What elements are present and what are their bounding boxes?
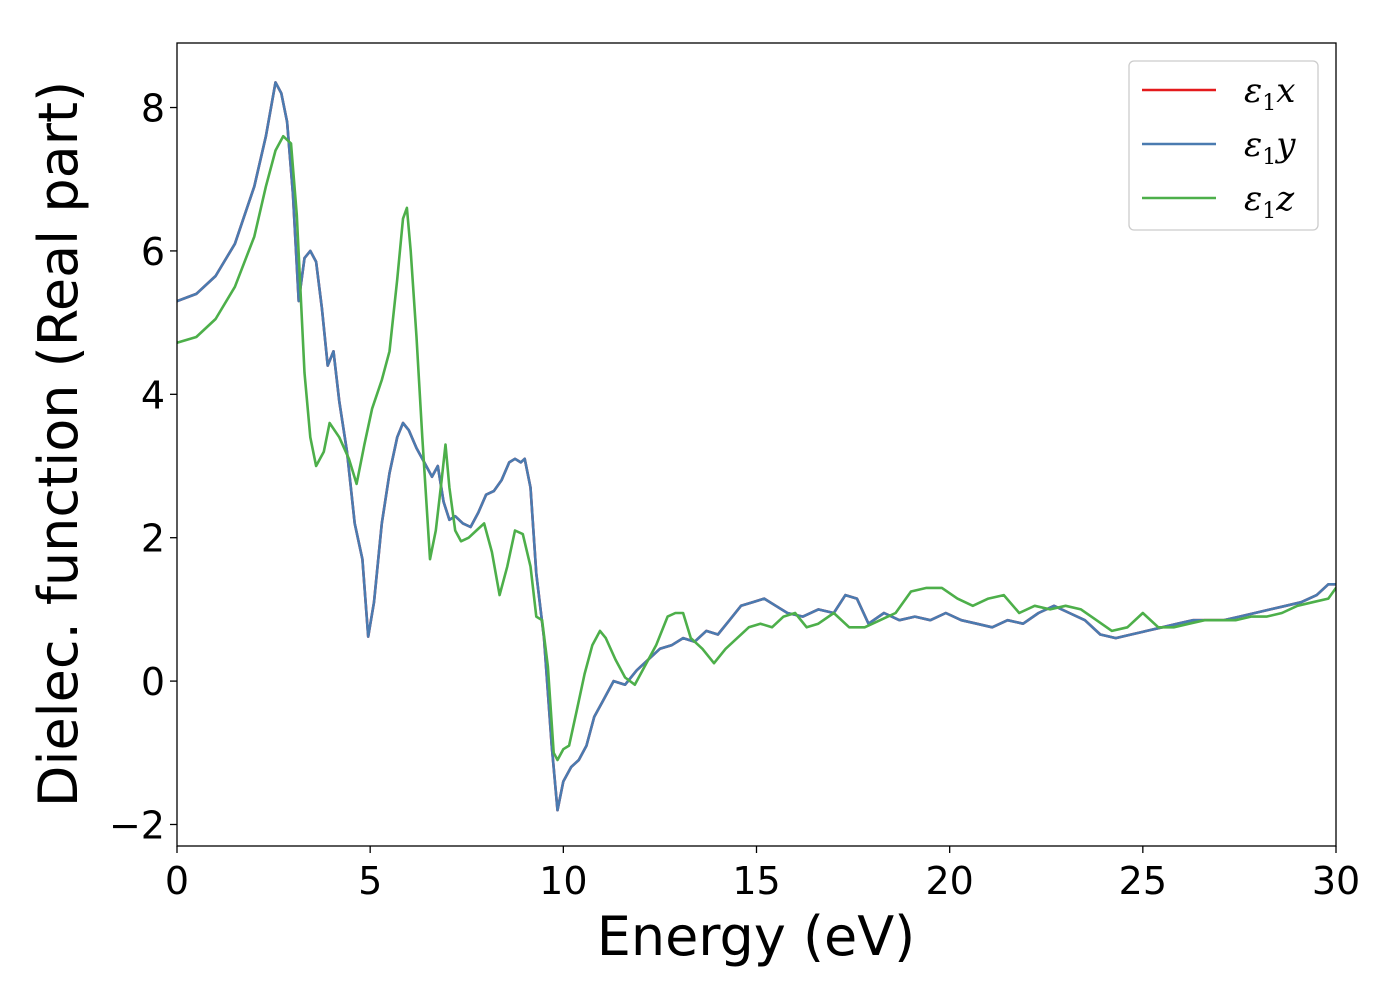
legend: ε1x ε1y ε1z — [1128, 60, 1319, 231]
y-tick-label: 0 — [141, 660, 165, 704]
legend-label-y: ε1y — [1244, 125, 1296, 170]
series-lines — [177, 81, 1336, 812]
y-axis-label: Dielec. function (Real part) — [27, 81, 90, 807]
legend-label-x: ε1x — [1244, 71, 1295, 116]
x-tick-label: 15 — [732, 859, 780, 903]
y-tick-label: −2 — [109, 803, 165, 847]
x-tick-label: 20 — [925, 859, 973, 903]
series-line-z — [177, 134, 1336, 762]
x-tick-label: 5 — [358, 859, 382, 903]
x-axis: 0 5 10 15 20 25 30 — [165, 846, 1360, 903]
y-tick-label: 8 — [141, 87, 165, 131]
x-tick-label: 10 — [539, 859, 587, 903]
x-tick-label: 30 — [1312, 859, 1360, 903]
x-tick-label: 0 — [165, 859, 189, 903]
y-tick-label: 2 — [141, 517, 165, 561]
legend-label-z: ε1z — [1244, 179, 1295, 224]
x-axis-label: Energy (eV) — [597, 905, 916, 968]
x-tick-label: 25 — [1119, 859, 1167, 903]
y-tick-label: 6 — [141, 230, 165, 274]
y-tick-label: 4 — [141, 373, 165, 417]
legend-box — [1128, 60, 1319, 231]
y-axis: −2 0 2 4 6 8 — [109, 87, 177, 847]
